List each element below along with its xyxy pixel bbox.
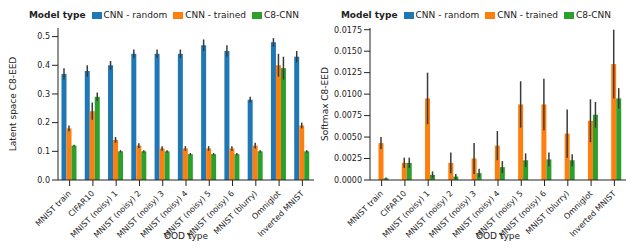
svg-text:0.0050: 0.0050 <box>334 133 362 142</box>
svg-text:Softmax C8-EED: Softmax C8-EED <box>320 67 330 141</box>
svg-text:0.0125: 0.0125 <box>334 68 362 77</box>
svg-text:0.3: 0.3 <box>37 90 50 99</box>
html-text:CNN - trained: CNN - trained <box>185 10 247 20</box>
svg-text:MNIST (noisy) 4: MNIST (noisy) 4 <box>450 189 502 240</box>
svg-text:0.0175: 0.0175 <box>334 26 362 35</box>
svg-text:0.0150: 0.0150 <box>334 47 362 56</box>
html-text:CNN - random: CNN - random <box>103 10 168 20</box>
svg-text:0.4: 0.4 <box>37 61 50 70</box>
svg-text:MNIST (blurry): MNIST (blurry) <box>524 189 572 237</box>
svg-text:0.2: 0.2 <box>37 118 50 127</box>
svg-text:MNIST (noisy) 4: MNIST (noisy) 4 <box>138 189 190 240</box>
svg-text:MNIST (noisy) 6: MNIST (noisy) 6 <box>497 189 548 240</box>
svg-text:MNIST (noisy) 3: MNIST (noisy) 3 <box>115 189 167 240</box>
html-text:CNN - random: CNN - random <box>415 10 480 20</box>
svg-text:0.0: 0.0 <box>37 176 50 185</box>
html-text:C8-CNN: C8-CNN <box>264 10 300 20</box>
svg-text:OOD type: OOD type <box>164 231 209 241</box>
svg-text:0.0100: 0.0100 <box>334 90 362 99</box>
svg-text:CIFAR10: CIFAR10 <box>66 189 97 219</box>
svg-text:Omniglot: Omniglot <box>250 189 283 222</box>
svg-text:Inverted MNIST: Inverted MNIST <box>568 189 618 239</box>
svg-text:MNIST (blurry): MNIST (blurry) <box>212 189 260 237</box>
html-text:Model type: Model type <box>340 10 398 20</box>
svg-text:Omniglot: Omniglot <box>562 189 595 222</box>
svg-text:0.0000: 0.0000 <box>334 176 362 185</box>
svg-text:MNIST (noisy) 6: MNIST (noisy) 6 <box>185 189 236 240</box>
svg-text:MNIST (noisy) 1: MNIST (noisy) 1 <box>68 189 120 240</box>
svg-text:0.0025: 0.0025 <box>334 154 362 163</box>
svg-text:0.1: 0.1 <box>37 147 50 156</box>
svg-text:MNIST train: MNIST train <box>346 189 385 228</box>
svg-text:MNIST (noisy) 2: MNIST (noisy) 2 <box>92 189 143 240</box>
svg-text:MNIST (noisy) 2: MNIST (noisy) 2 <box>404 189 455 240</box>
html-text:C8-CNN: C8-CNN <box>576 10 612 20</box>
svg-text:CIFAR10: CIFAR10 <box>378 189 409 219</box>
svg-text:Latent space C8-EED: Latent space C8-EED <box>8 57 18 152</box>
svg-text:0.5: 0.5 <box>37 32 50 41</box>
html-text:CNN - trained: CNN - trained <box>497 10 559 20</box>
html-text:Model type: Model type <box>28 10 86 20</box>
svg-text:MNIST (noisy) 3: MNIST (noisy) 3 <box>427 189 479 240</box>
svg-text:0.0075: 0.0075 <box>334 111 362 120</box>
svg-text:OOD type: OOD type <box>476 231 521 241</box>
svg-text:MNIST train: MNIST train <box>34 189 73 228</box>
svg-text:Inverted MNIST: Inverted MNIST <box>256 189 306 239</box>
svg-text:MNIST (noisy) 1: MNIST (noisy) 1 <box>380 189 432 240</box>
